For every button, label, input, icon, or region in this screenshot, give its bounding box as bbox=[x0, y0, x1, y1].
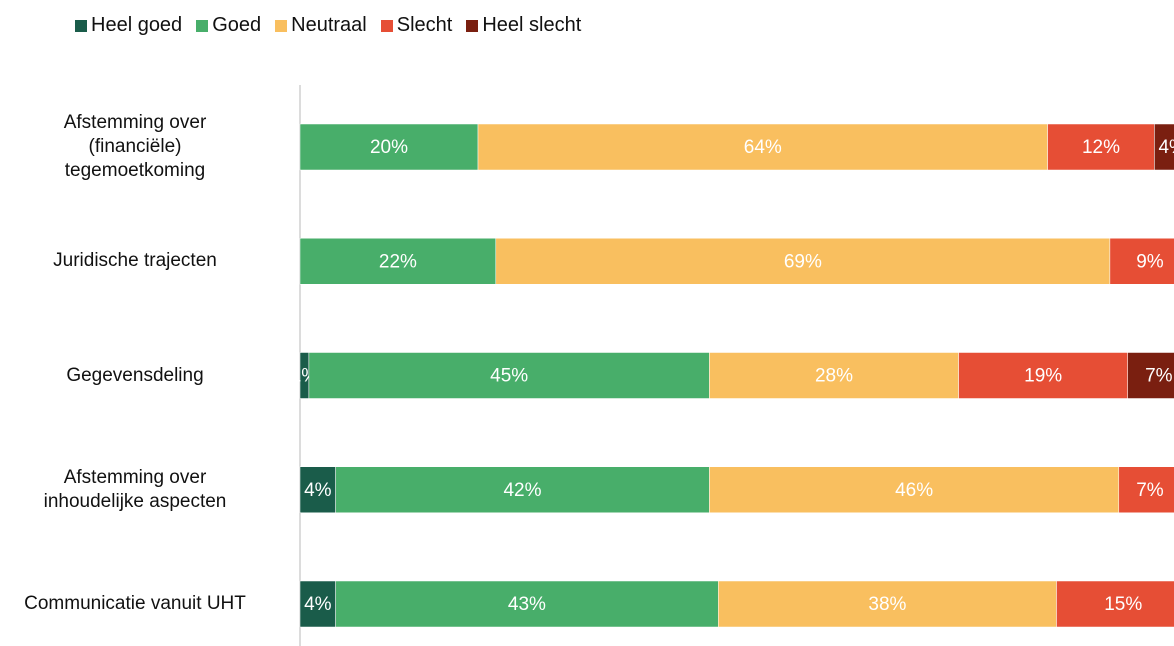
bar-segment bbox=[1109, 238, 1174, 285]
category-label: Afstemming over inhoudelijke aspecten bbox=[43, 466, 227, 512]
legend-item: Goed bbox=[196, 14, 261, 37]
data-label: 9% bbox=[1136, 251, 1164, 272]
legend-swatch bbox=[196, 19, 209, 32]
legend-swatch bbox=[75, 19, 87, 32]
data-label: 15% bbox=[1104, 594, 1142, 615]
bar-segment bbox=[1154, 123, 1174, 171]
bar-segment bbox=[1127, 352, 1174, 399]
legend-label: Heel slecht bbox=[482, 14, 582, 36]
category-label: Gegevensdeling bbox=[66, 364, 204, 386]
bar-segment bbox=[1118, 466, 1174, 513]
legend-swatch bbox=[275, 19, 288, 32]
category-label: Afstemming over (financiële) tegemoetkom… bbox=[63, 112, 207, 181]
legend-label: Heel goed bbox=[91, 14, 183, 36]
data-label: 46% bbox=[895, 480, 933, 501]
bar-segment bbox=[299, 123, 479, 171]
data-label: 42% bbox=[503, 480, 541, 501]
bar-segment bbox=[709, 466, 1120, 513]
bar-segment bbox=[709, 352, 959, 399]
data-label: 38% bbox=[868, 594, 906, 615]
data-label: 20% bbox=[370, 137, 408, 158]
legend-label: Neutraal bbox=[291, 14, 367, 36]
legend-item: Neutraal bbox=[275, 14, 367, 37]
data-label: 4% bbox=[304, 480, 332, 501]
bar-segment bbox=[299, 238, 497, 285]
data-label: 4% bbox=[304, 594, 332, 615]
data-label: 28% bbox=[815, 366, 853, 387]
data-label: 7% bbox=[1145, 366, 1173, 387]
data-label: 19% bbox=[1024, 366, 1062, 387]
legend-label: Slecht bbox=[396, 14, 453, 36]
legend-item: Heel slecht bbox=[466, 14, 581, 37]
data-label: 69% bbox=[784, 251, 822, 272]
bar-segment bbox=[308, 352, 710, 399]
legend-item: Heel goed bbox=[75, 14, 182, 37]
data-label: 22% bbox=[379, 251, 417, 272]
legend-item: Slecht bbox=[380, 14, 453, 37]
data-label: 43% bbox=[508, 594, 546, 615]
legend-swatch bbox=[380, 19, 393, 32]
legend: Heel goed Goed Neutraal Slecht Heel slecht bbox=[75, 14, 581, 37]
bar-segment bbox=[299, 466, 336, 513]
bar-segment bbox=[477, 123, 1048, 171]
data-label: 12% bbox=[1082, 137, 1120, 158]
category-label: Juridische trajecten bbox=[53, 250, 217, 272]
data-label: 7% bbox=[1136, 480, 1164, 501]
data-label: 4% bbox=[1158, 137, 1174, 158]
data-label: 45% bbox=[490, 366, 528, 387]
data-label: 64% bbox=[744, 137, 782, 158]
bar-segment bbox=[1047, 123, 1155, 171]
legend-swatch bbox=[466, 19, 479, 32]
bar-segment bbox=[718, 580, 1057, 628]
bar-segment bbox=[335, 466, 710, 513]
legend-label: Goed bbox=[212, 14, 262, 36]
category-label: Communicatie vanuit UHT bbox=[24, 593, 246, 614]
bar-segment bbox=[1056, 580, 1174, 628]
